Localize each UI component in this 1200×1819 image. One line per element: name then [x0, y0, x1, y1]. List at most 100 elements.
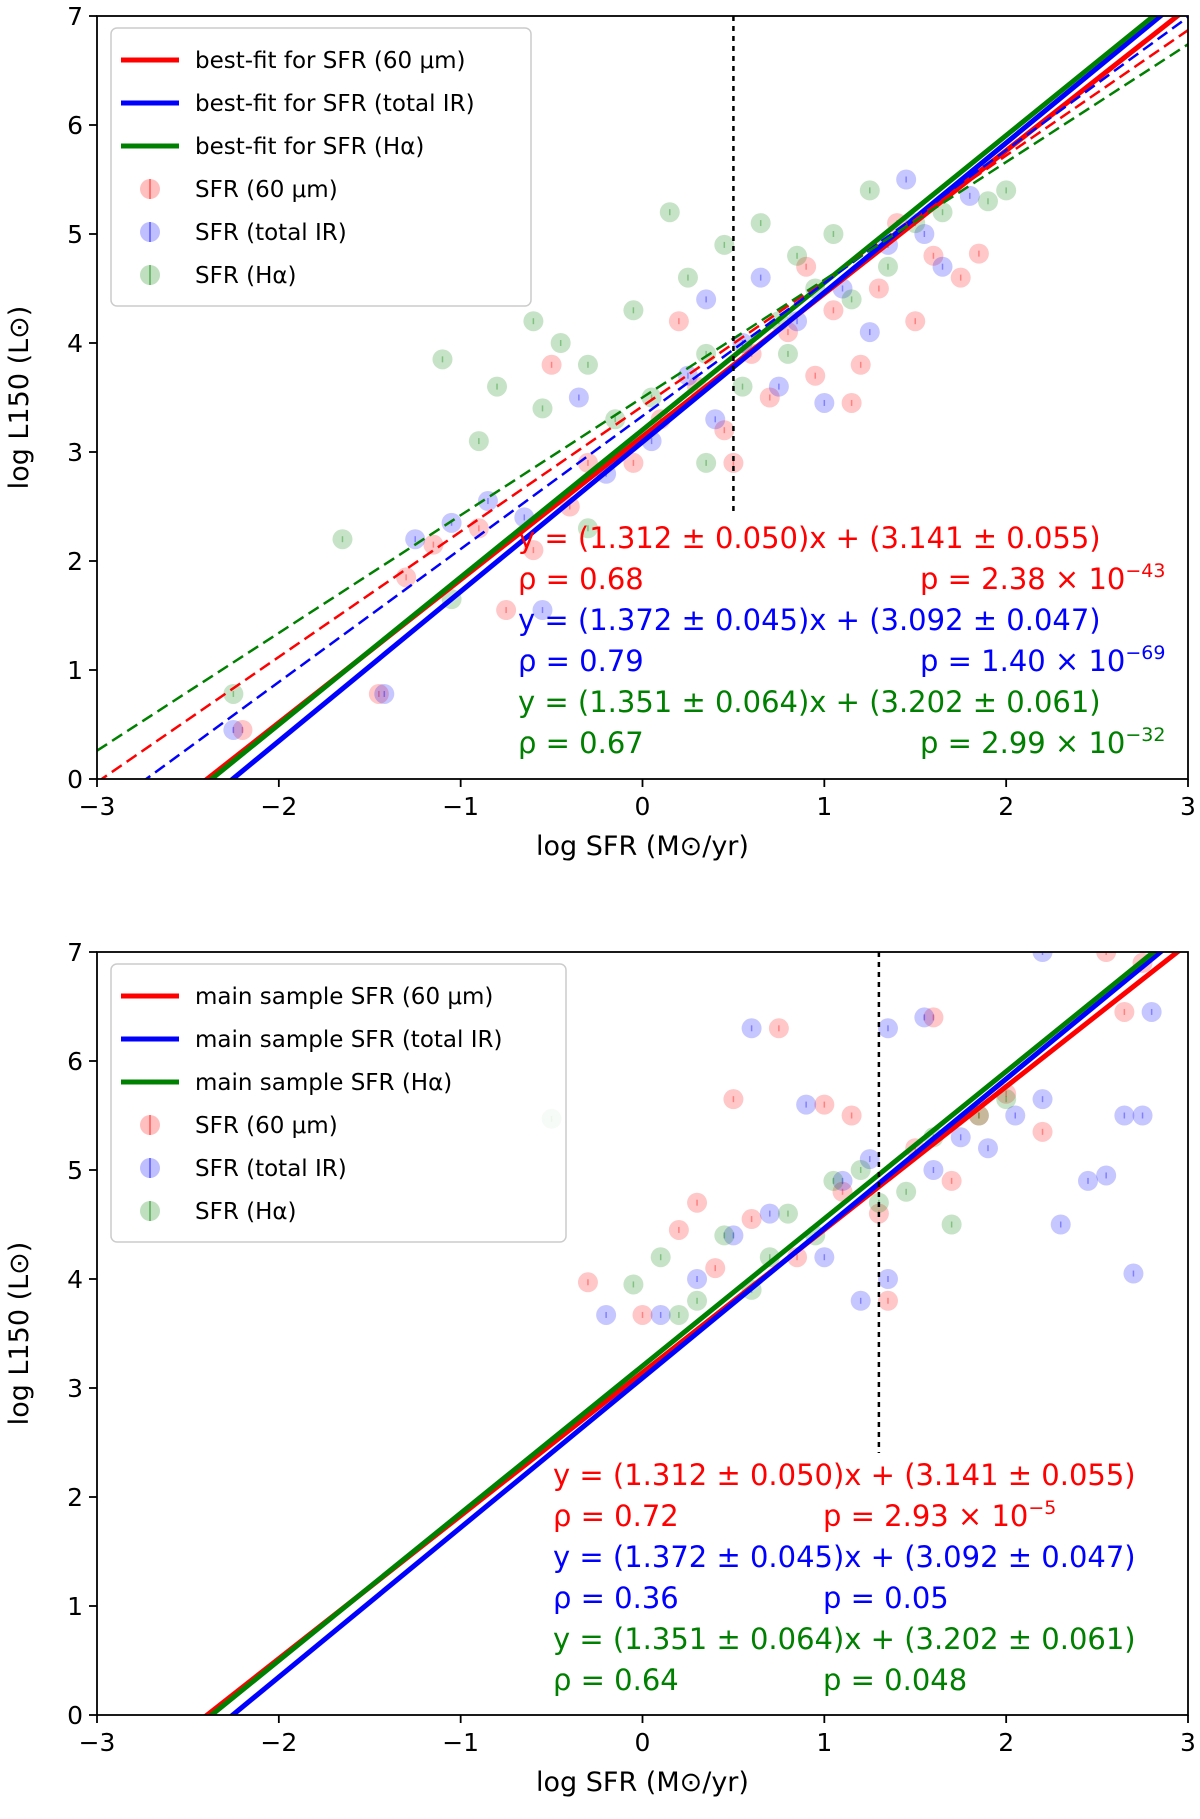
data-point — [477, 491, 498, 512]
data-point — [714, 420, 735, 441]
y-tick-label: 0 — [67, 1701, 83, 1730]
data-point — [523, 311, 544, 332]
data-point — [532, 398, 553, 419]
legend-label: best-fit for SFR (total IR) — [195, 91, 475, 117]
data-point — [859, 322, 880, 343]
data-point — [923, 1007, 944, 1028]
legend-label: main sample SFR (Hα) — [195, 1070, 452, 1096]
y-tick-label: 2 — [67, 547, 83, 576]
data-point — [996, 1089, 1017, 1110]
data-point — [996, 180, 1017, 201]
data-point — [523, 540, 544, 561]
data-point — [496, 600, 517, 621]
fit-line — [228, 16, 1165, 779]
y-tick-label: 3 — [67, 1374, 83, 1403]
legend-label: SFR (60 μm) — [195, 177, 338, 203]
data-point — [687, 1192, 708, 1213]
data-point — [223, 719, 244, 740]
data-point — [623, 1274, 644, 1295]
legend-label: SFR (Hα) — [195, 1199, 297, 1225]
data-point — [368, 683, 389, 704]
legend-label: SFR (Hα) — [195, 263, 297, 289]
x-tick-label: −1 — [442, 1728, 479, 1757]
y-axis-label: log L150 (L⊙) — [4, 306, 35, 490]
data-point — [696, 452, 717, 473]
data-point — [832, 1170, 853, 1191]
legend-marker-swatch — [140, 179, 160, 199]
data-point — [723, 1089, 744, 1110]
legend-box — [110, 27, 532, 307]
data-point — [223, 683, 244, 704]
y-tick-label: 3 — [67, 438, 83, 467]
data-point — [796, 256, 817, 277]
data-point — [896, 169, 917, 190]
x-tick-label: 3 — [1180, 1728, 1196, 1757]
data-point — [768, 376, 789, 397]
data-point — [532, 600, 553, 621]
data-point — [677, 267, 698, 288]
fit-p-exponent: −69 — [1125, 642, 1165, 664]
legend-label: SFR (total IR) — [195, 1156, 347, 1182]
data-point — [977, 191, 998, 212]
fit-p-value: p = 1.40 × 10−69 — [920, 642, 1165, 678]
y-axis-label: log L150 (L⊙) — [4, 1242, 35, 1426]
data-point — [541, 354, 562, 375]
data-point — [814, 1247, 835, 1268]
legend-label: main sample SFR (total IR) — [195, 1027, 502, 1053]
data-point — [750, 267, 771, 288]
data-point — [977, 1138, 998, 1159]
scatter-points — [541, 952, 1162, 1325]
x-tick-label: 1 — [816, 792, 832, 821]
data-point — [859, 1149, 880, 1170]
legend-label: main sample SFR (60 μm) — [195, 984, 493, 1010]
data-point — [332, 529, 353, 550]
data-point — [596, 1304, 617, 1325]
legend: main sample SFR (60 μm) main sample SFR (… — [110, 963, 567, 1243]
fit-line — [99, 29, 1188, 779]
fit-p-exponent: −43 — [1125, 560, 1165, 582]
data-point — [1096, 1165, 1117, 1186]
x-tick-label: 1 — [816, 1728, 832, 1757]
fit-line — [97, 43, 1188, 752]
data-point — [941, 1214, 962, 1235]
data-point — [623, 300, 644, 321]
data-point — [768, 1018, 789, 1039]
data-point — [950, 267, 971, 288]
data-point — [723, 452, 744, 473]
data-point — [850, 1290, 871, 1311]
data-point — [841, 1105, 862, 1126]
data-point — [896, 1181, 917, 1202]
bottom-panel: −3 −2 −1 0 1 2 3 0 1 2 3 4 5 6 7 log SFR (M⊙/yr) log L15… — [4, 938, 1196, 1798]
data-point — [687, 1269, 708, 1289]
data-point — [859, 180, 880, 201]
x-tick-label: 3 — [1180, 792, 1196, 821]
legend-marker-swatch — [140, 1158, 160, 1178]
data-point — [787, 245, 808, 266]
y-tick-label: 0 — [67, 765, 83, 794]
data-point — [732, 376, 753, 397]
fit-rho: ρ = 0.79 — [518, 644, 644, 678]
data-point — [914, 224, 935, 244]
fit-equation: y = (1.312 ± 0.050)x + (3.141 ± 0.055) — [518, 521, 1101, 555]
data-point — [1032, 1121, 1053, 1142]
top-panel: −3 −2 −1 0 1 2 3 0 1 2 3 4 5 6 7 log SFR (M⊙/yr) log L15… — [4, 2, 1196, 862]
fit-equation: y = (1.312 ± 0.050)x + (3.141 ± 0.055) — [553, 1458, 1136, 1492]
y-tick-label: 2 — [67, 1483, 83, 1512]
y-tick-label: 1 — [67, 656, 83, 685]
x-tick-label: 0 — [635, 792, 651, 821]
data-point — [950, 1127, 971, 1148]
y-tick-label: 4 — [67, 329, 83, 358]
legend-label: SFR (total IR) — [195, 220, 347, 246]
data-point — [650, 1304, 671, 1325]
x-tick-label: 0 — [635, 1728, 651, 1757]
data-point — [714, 234, 735, 255]
fit-p-value: p = 0.05 — [823, 1581, 949, 1615]
data-point — [932, 256, 953, 277]
data-point — [1096, 952, 1117, 962]
fit-annotations: y = (1.312 ± 0.050)x + (3.141 ± 0.055) ρ … — [518, 521, 1165, 760]
y-tick-label: 6 — [67, 111, 83, 140]
legend-label: best-fit for SFR (60 μm) — [195, 48, 466, 74]
data-point — [741, 1018, 762, 1039]
y-tick-label: 6 — [67, 1047, 83, 1076]
data-point — [1114, 1001, 1135, 1022]
